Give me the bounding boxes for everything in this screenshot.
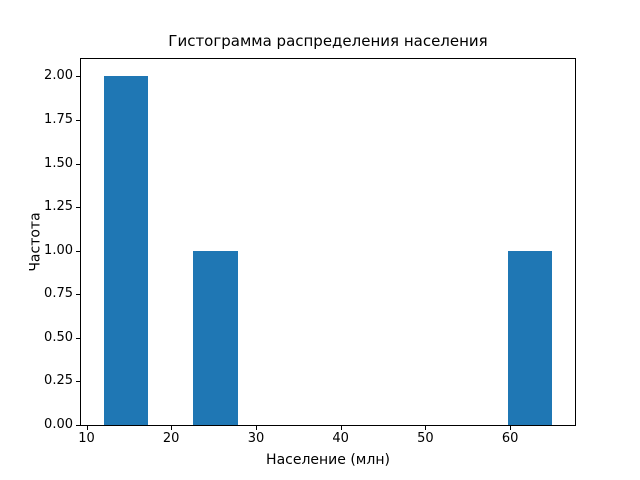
y-tick-label: 0.75 [44, 286, 73, 302]
y-tick-mark [76, 76, 80, 78]
y-axis-label: Частота [27, 212, 44, 272]
y-tick-mark [76, 294, 80, 296]
x-tick-mark [86, 426, 88, 430]
x-axis-label: Население (млн) [266, 452, 390, 468]
y-tick-label: 1.75 [44, 112, 73, 127]
y-tick-mark [76, 381, 80, 383]
y-tick-mark [76, 250, 80, 252]
x-tick-mark [256, 426, 257, 430]
y-tick-label: 0.00 [44, 417, 73, 432]
y-tick-label: 0.50 [44, 329, 73, 345]
histogram-bar [193, 250, 239, 425]
y-tick-mark [76, 207, 80, 209]
y-tick-label: 0.25 [44, 373, 73, 389]
x-tick-mark [510, 426, 512, 430]
x-tick-label: 20 [162, 431, 180, 446]
y-tick-label: 1.00 [44, 242, 73, 258]
x-tick-label: 50 [417, 431, 434, 446]
x-tick-label: 10 [78, 431, 95, 446]
y-tick-mark [76, 337, 80, 339]
x-tick-label: 30 [247, 431, 265, 446]
x-tick-mark [425, 426, 427, 430]
y-tick-label: 1.50 [44, 155, 73, 171]
x-tick-label: 60 [501, 431, 519, 446]
y-tick-mark [76, 425, 80, 426]
y-tick-label: 2.00 [44, 68, 73, 84]
y-tick-mark [76, 120, 80, 121]
histogram-bar [103, 76, 149, 425]
chart-title: Гистограмма распределения населения [168, 32, 488, 50]
x-tick-mark [340, 426, 342, 430]
x-tick-label: 40 [332, 431, 349, 446]
y-tick-label: 1.25 [44, 199, 73, 215]
histogram-bar [507, 250, 553, 425]
y-tick-mark [76, 163, 80, 165]
plot-area [80, 58, 576, 426]
x-tick-mark [171, 426, 173, 430]
